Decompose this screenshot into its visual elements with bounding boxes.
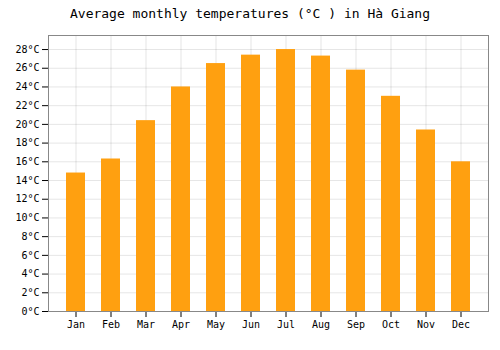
svg-text:16°C: 16°C: [15, 156, 39, 167]
svg-text:20°C: 20°C: [15, 119, 39, 130]
svg-text:Dec: Dec: [452, 319, 470, 330]
svg-text:22°C: 22°C: [15, 100, 39, 111]
svg-text:Oct: Oct: [382, 319, 400, 330]
svg-text:8°C: 8°C: [21, 231, 39, 242]
svg-text:Jul: Jul: [277, 319, 295, 330]
svg-text:Jun: Jun: [242, 319, 260, 330]
svg-text:24°C: 24°C: [15, 81, 39, 92]
svg-text:26°C: 26°C: [15, 62, 39, 73]
svg-text:4°C: 4°C: [21, 268, 39, 279]
svg-text:2°C: 2°C: [21, 287, 39, 298]
svg-text:Sep: Sep: [347, 319, 365, 330]
svg-text:May: May: [207, 319, 225, 330]
svg-text:6°C: 6°C: [21, 250, 39, 261]
svg-text:Feb: Feb: [102, 319, 120, 330]
svg-text:Aug: Aug: [312, 319, 330, 330]
svg-text:28°C: 28°C: [15, 44, 39, 55]
svg-text:Jan: Jan: [67, 319, 85, 330]
svg-text:Nov: Nov: [417, 319, 435, 330]
html-text:Average monthly temperatures (: Average monthly temperatures (°C ) in Hà…: [70, 6, 430, 21]
svg-text:14°C: 14°C: [15, 175, 39, 186]
svg-text:18°C: 18°C: [15, 137, 39, 148]
svg-text:Mar: Mar: [137, 319, 155, 330]
svg-text:Apr: Apr: [172, 319, 190, 330]
svg-text:12°C: 12°C: [15, 193, 39, 204]
svg-text:10°C: 10°C: [15, 212, 39, 223]
svg-text:0°C: 0°C: [21, 306, 39, 317]
